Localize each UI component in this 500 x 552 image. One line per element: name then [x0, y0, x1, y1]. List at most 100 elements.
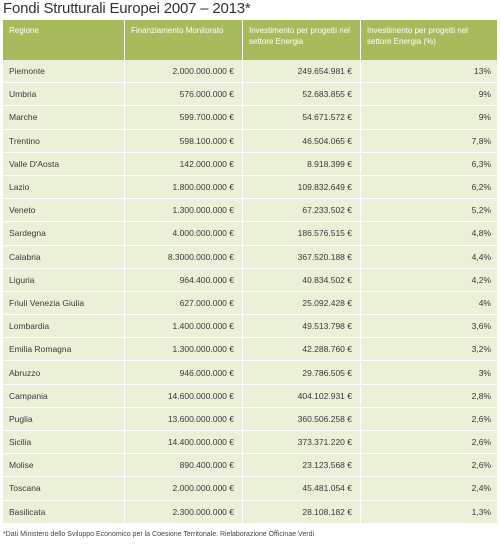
table-row: Veneto 1.300.000.000 €67.233.502 € 5,2%	[3, 199, 497, 223]
table-row: Liguria 964.400.000 €40.834.502 € 4,2%	[3, 268, 497, 292]
cell-energy-investment: 186.576.515 €	[243, 222, 361, 245]
cell-funding: 4.000.000.000 €	[125, 222, 243, 245]
cell-energy-investment: 109.832.649 €	[243, 175, 361, 199]
cell-funding: 946.000.000 €	[125, 361, 243, 384]
cell-funding: 598.100.000 €	[125, 129, 243, 152]
cell-energy-investment: 29.786.505 €	[243, 361, 361, 384]
cell-region: Lazio	[3, 175, 125, 199]
cell-region: Valle D'Aosta	[3, 152, 125, 175]
cell-funding: 2.000.000.000 €	[125, 60, 243, 83]
cell-funding: 627.000.000 €	[125, 291, 243, 315]
cell-region: Sicilia	[3, 431, 125, 454]
cell-funding: 1.400.000.000 €	[125, 315, 243, 338]
cell-funding: 13.600.000.000 €	[125, 407, 243, 430]
cell-energy-percent: 4,4%	[471, 251, 491, 262]
cell-region: Veneto	[3, 199, 125, 222]
header-energy-percent: Investimento per progetti nel settore En…	[367, 26, 468, 46]
table-row: Sardegna 4.000.000.000 €186.576.515 € 4,8%	[3, 222, 497, 246]
cell-funding: 2.300.000.000 €	[125, 500, 243, 523]
header-region: Regione	[3, 20, 125, 60]
cell-region: Puglia	[3, 407, 125, 430]
cell-region: Campania	[3, 384, 125, 407]
table-body: Piemonte 2.000.000.000 €249.654.981 €13% U…	[3, 60, 497, 524]
table-row: Trentino 598.100.000 €46.504.065 € 7,8%	[3, 129, 497, 153]
cell-energy-investment: 28.108.182 €	[243, 500, 361, 523]
table-row: Basilicata 2.300.000.000 €28.108.182 € 1,3…	[3, 500, 497, 524]
table-row: Campania 14.600.000.000 €404.102.931 € 2,8…	[3, 384, 497, 408]
cell-energy-investment: 40.834.502 €	[243, 268, 361, 291]
cell-energy-percent: 3,6%	[471, 321, 491, 332]
cell-energy-percent: 1,3%	[471, 506, 491, 517]
cell-energy-investment: 360.506.258 €	[243, 407, 361, 430]
cell-energy-investment: 49.513.798 €	[243, 315, 361, 338]
table-row: Friuli Venezia Giulia 627.000.000 €25.092…	[3, 291, 497, 316]
cell-energy-investment: 25.092.428 €	[243, 291, 361, 315]
cell-energy-investment: 46.504.065 €	[243, 129, 361, 152]
cell-energy-percent: 2,8%	[471, 390, 491, 401]
cell-funding: 142.000.000 €	[125, 152, 243, 175]
cell-energy-investment: 67.233.502 €	[243, 199, 361, 222]
cell-energy-percent: 2,6%	[471, 460, 491, 471]
table-row: Lombardia 1.400.000.000 €49.513.798 € 3,6%	[3, 315, 497, 339]
cell-energy-investment: 23.123.568 €	[243, 454, 361, 477]
cell-energy-percent: 7,8%	[471, 135, 491, 146]
cell-energy-investment: 42.288.760 €	[243, 338, 361, 361]
table-row: Sicilia 14.400.000.000 €373.371.220 € 2,6%	[3, 431, 497, 455]
cell-energy-investment: 373.371.220 €	[243, 431, 361, 454]
table-row: Lazio 1.800.000.000 €109.832.649 € 6,2%	[3, 175, 497, 200]
table-row: Marche 599.700.000 €54.671.572 € 9%	[3, 106, 497, 130]
page-title: Fondi Strutturali Europei 2007 – 2013*	[3, 0, 251, 17]
cell-energy-percent: 5,2%	[471, 205, 491, 216]
cell-energy-investment: 8.918.399 €	[243, 152, 361, 175]
cell-region: Calabria	[3, 245, 125, 268]
cell-funding: 576.000.000 €	[125, 83, 243, 106]
header-funding: Finanziamento Monitorato	[125, 20, 243, 60]
cell-funding: 964.400.000 €	[125, 268, 243, 291]
cell-region: Umbria	[3, 83, 125, 106]
table-row: Molise 890.400.000 €23.123.568 € 2,6%	[3, 454, 497, 478]
funds-table: Regione Finanziamento Monitorato Investi…	[3, 20, 497, 524]
cell-region: Piemonte	[3, 60, 125, 83]
table-row: Umbria 576.000.000 €52.683.855 € 9%	[3, 83, 497, 107]
cell-energy-percent: 4%	[478, 297, 491, 308]
cell-energy-investment: 54.671.572 €	[243, 106, 361, 129]
cell-region: Basilicata	[3, 500, 125, 523]
cell-region: Liguria	[3, 268, 125, 291]
cell-funding: 890.400.000 €	[125, 454, 243, 477]
footnote: *Dati Ministero dello Sviluppo Economico…	[3, 531, 315, 538]
cell-energy-percent: 3,2%	[471, 344, 491, 355]
cell-energy-investment: 45.481.054 €	[243, 477, 361, 500]
cell-region: Toscana	[3, 477, 125, 500]
cell-region: Emilia Romagna	[3, 338, 125, 361]
table-row: Valle D'Aosta 142.000.000 €8.918.399 € 6,3…	[3, 152, 497, 176]
cell-energy-percent: 6,2%	[471, 182, 491, 193]
table-row: Puglia 13.600.000.000 €360.506.258 € 2,6%	[3, 407, 497, 431]
table-row: Abruzzo 946.000.000 €29.786.505 € 3%	[3, 361, 497, 385]
cell-region: Lombardia	[3, 315, 125, 338]
cell-region: Abruzzo	[3, 361, 125, 384]
table-row: Emilia Romagna 1.300.000.000 €42.288.760 …	[3, 338, 497, 362]
table-row: Calabria 8.3000.000.000 €367.520.188 € 4,4…	[3, 245, 497, 269]
cell-funding: 599.700.000 €	[125, 106, 243, 129]
cell-funding: 2.000.000.000 €	[125, 477, 243, 500]
cell-energy-percent: 2,6%	[471, 437, 491, 448]
cell-funding: 14.600.000.000 €	[125, 384, 243, 407]
table-row: Piemonte 2.000.000.000 €249.654.981 € 13%	[3, 60, 497, 84]
cell-energy-investment: 404.102.931 €	[243, 384, 361, 407]
cell-energy-percent: 4,2%	[471, 274, 491, 285]
cell-region: Molise	[3, 454, 125, 477]
cell-region: Friuli Venezia Giulia	[3, 291, 125, 315]
cell-funding: 1.800.000.000 €	[125, 175, 243, 199]
cell-funding: 14.400.000.000 €	[125, 431, 243, 454]
cell-energy-percent: 2,6%	[471, 413, 491, 424]
table-header: Regione Finanziamento Monitorato Investi…	[3, 20, 497, 60]
cell-energy-percent: 9%	[478, 89, 491, 100]
cell-region: Marche	[3, 106, 125, 129]
cell-energy-investment: 52.683.855 €	[243, 83, 361, 106]
cell-energy-investment: 367.520.188 €	[243, 245, 361, 268]
cell-energy-percent: 4,8%	[471, 228, 491, 239]
cell-funding: 1.300.000.000 €	[125, 338, 243, 361]
cell-region: Sardegna	[3, 222, 125, 245]
cell-energy-percent: 2,4%	[471, 483, 491, 494]
header-energy-investment: Investimento per progetti nel settore En…	[243, 20, 361, 60]
